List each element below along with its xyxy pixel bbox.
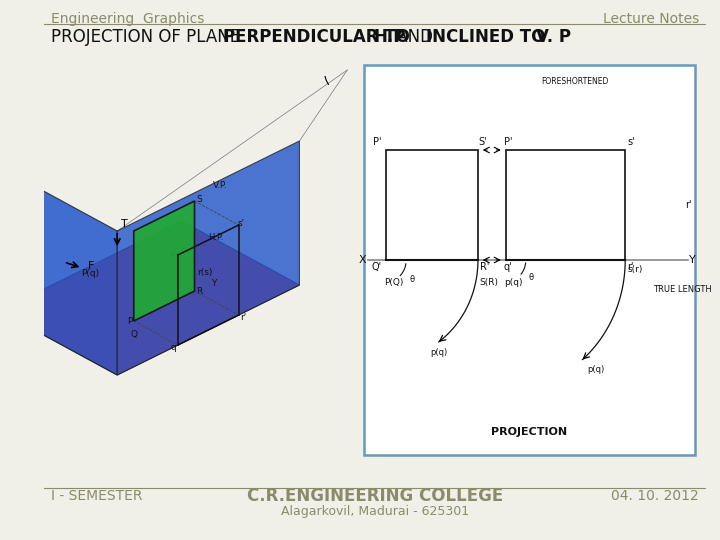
Text: Q': Q': [372, 262, 382, 272]
Text: r': r': [627, 262, 634, 272]
Text: s': s': [627, 137, 634, 147]
Text: V.P.: V.P.: [213, 181, 228, 190]
Text: F: F: [88, 261, 94, 271]
Text: X: X: [359, 255, 366, 265]
Text: C.R.ENGINEERING COLLEGE: C.R.ENGINEERING COLLEGE: [247, 487, 503, 505]
Bar: [505, 150, 625, 260]
Text: R': R': [480, 262, 489, 272]
Text: Q: Q: [130, 330, 138, 340]
Text: p(q): p(q): [587, 364, 604, 374]
Text: p': p': [169, 248, 177, 258]
Text: P(Q): P(Q): [384, 278, 403, 287]
Text: r': r': [240, 313, 246, 321]
Text: S': S': [478, 137, 487, 147]
Text: R: R: [196, 287, 202, 295]
Text: P': P': [373, 137, 382, 147]
Text: H.P.: H.P.: [208, 233, 223, 242]
Polygon shape: [134, 201, 194, 321]
Bar: [386, 150, 478, 260]
Text: S: S: [197, 194, 202, 204]
Text: H.P: H.P: [373, 28, 405, 46]
Text: Alagarkovil, Madurai - 625301: Alagarkovil, Madurai - 625301: [281, 505, 469, 518]
Text: T: T: [121, 219, 127, 229]
Text: Engineering  Graphics: Engineering Graphics: [51, 12, 204, 26]
Text: INCLINED TO: INCLINED TO: [426, 28, 551, 46]
Text: P': P': [504, 137, 512, 147]
Text: FORESHORTENED: FORESHORTENED: [541, 77, 608, 86]
Text: p(q): p(q): [430, 348, 447, 357]
Text: P(q): P(q): [81, 268, 99, 278]
Text: r': r': [685, 200, 691, 210]
Text: Lecture Notes: Lecture Notes: [603, 12, 699, 26]
Polygon shape: [117, 141, 300, 375]
Text: q: q: [171, 342, 176, 352]
Text: s': s': [238, 219, 245, 227]
Text: θ: θ: [409, 275, 414, 285]
Text: S(R): S(R): [480, 278, 499, 287]
Text: I - SEMESTER: I - SEMESTER: [51, 489, 143, 503]
Text: s(r): s(r): [627, 265, 642, 274]
Polygon shape: [0, 221, 300, 375]
Text: θ: θ: [528, 273, 534, 282]
Text: PROJECTION: PROJECTION: [492, 427, 567, 437]
Text: AND: AND: [392, 28, 438, 46]
Text: PROJECTION OF PLANE: PROJECTION OF PLANE: [51, 28, 246, 46]
Text: p(q): p(q): [504, 278, 522, 287]
Text: TRUE LENGTH: TRUE LENGTH: [653, 285, 711, 294]
Text: q': q': [504, 262, 513, 272]
Text: PERPENDICULAR TO: PERPENDICULAR TO: [223, 28, 415, 46]
Text: Y: Y: [211, 279, 217, 287]
Text: Y: Y: [689, 255, 696, 265]
Text: 04. 10. 2012: 04. 10. 2012: [611, 489, 699, 503]
Text: r(s): r(s): [197, 268, 212, 278]
Bar: [364, 65, 695, 455]
Polygon shape: [0, 167, 117, 375]
Text: V. P: V. P: [536, 28, 571, 46]
Text: P: P: [127, 316, 132, 326]
